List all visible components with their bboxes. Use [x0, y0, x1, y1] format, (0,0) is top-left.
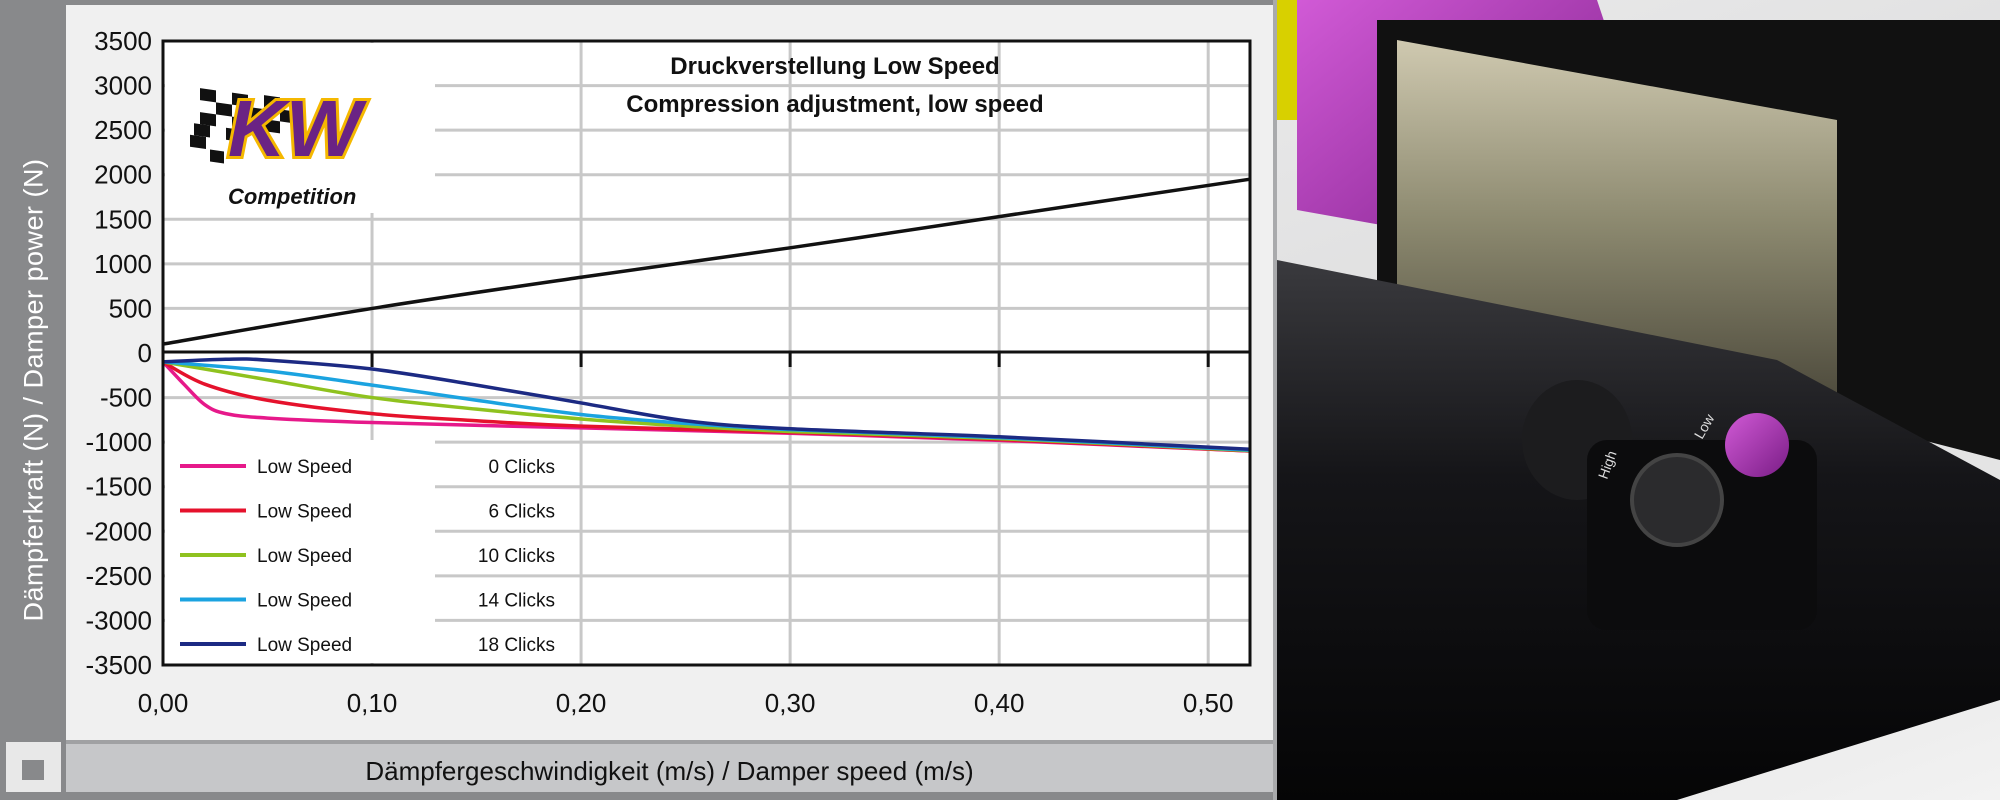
top-frame-bar [0, 0, 1276, 5]
y-tick-label: -3000 [86, 605, 153, 635]
legend-series-name: Low Speed [257, 457, 352, 478]
x-axis-label-bar [66, 740, 1273, 792]
y-tick-label: -1500 [86, 472, 153, 502]
plot-frame [161, 39, 1252, 667]
x-tick-label: 0,30 [765, 688, 816, 718]
legend-clicks: 6 Clicks [488, 502, 555, 523]
y-tick-label: 500 [109, 293, 152, 323]
legend-clicks: 10 Clicks [478, 546, 555, 567]
legend-box [165, 440, 435, 663]
y-tick-label: 0 [138, 338, 152, 368]
legend: Low Speed 0 Clicks Low Speed 6 Clicks Low Sp… [180, 457, 555, 656]
legend-series-name: Low Speed [257, 635, 352, 656]
chart-subtitle: Compression adjustment, low speed [626, 91, 1043, 118]
x-tick-label: 0,20 [556, 688, 607, 718]
y-tick-label: 3500 [94, 26, 152, 56]
y-tick-label: 2500 [94, 115, 152, 145]
legend-clicks: 0 Clicks [488, 457, 555, 478]
x-tick-label: 0,00 [138, 688, 189, 718]
series-line-18-clicks [162, 357, 1251, 452]
y-tick-label: 1000 [94, 249, 152, 279]
y-tick-label: -3500 [86, 650, 153, 680]
kw-logo: KW Competition [190, 81, 371, 209]
chart-title: Druckverstellung Low Speed [670, 53, 999, 80]
right-frame-edge [1273, 0, 1277, 800]
y-tick-label: -500 [100, 383, 152, 413]
ticks: 0,00 0,10 0,20 0,30 0,40 0,50 3500 3000 2500 2000… [86, 26, 1234, 718]
series-line-rebound [162, 177, 1251, 346]
y-tick-label: -1000 [86, 427, 153, 457]
bottom-frame-bar [0, 792, 1276, 800]
x-tick-label: 0,50 [1183, 688, 1234, 718]
legend-series-name: Low Speed [257, 502, 352, 523]
kw-logo-text: KW [228, 84, 368, 173]
left-frame-bar [0, 0, 66, 800]
damper-illustration: High Low [1277, 0, 2000, 800]
checkered-flag-icon [190, 88, 296, 164]
y-tick-label: 1500 [94, 204, 152, 234]
y-tick-label: -2500 [86, 561, 153, 591]
x-axis-label: Dämpfergeschwindigkeit (m/s) / Damper sp… [365, 756, 974, 786]
legend-clicks: 14 Clicks [478, 591, 555, 612]
legend-clicks: 18 Clicks [478, 635, 555, 656]
x-tick-label: 0,40 [974, 688, 1025, 718]
legend-series-name: Low Speed [257, 591, 352, 612]
y-tick-label: -2000 [86, 516, 153, 546]
corner-logo-icon [6, 742, 61, 792]
series-lines [161, 177, 1251, 453]
legend-series-name: Low Speed [257, 546, 352, 567]
y-tick-label: 3000 [94, 71, 152, 101]
x-tick-label: 0,10 [347, 688, 398, 718]
damper-product-photo: High Low [1277, 0, 2000, 800]
kw-logo-tagline: Competition [228, 184, 356, 209]
chart: 0,00 0,10 0,20 0,30 0,40 0,50 3500 3000 2500 2000… [86, 26, 1252, 718]
y-tick-label: 2000 [94, 160, 152, 190]
